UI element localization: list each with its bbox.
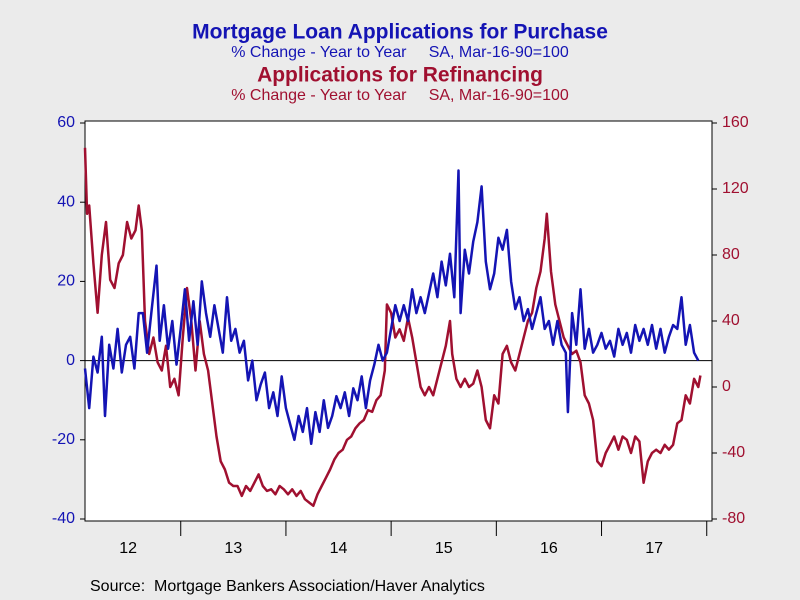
series-line bbox=[83, 147, 702, 508]
chart-subtitle: % Change - Year to Year SA, Mar-16-90=10… bbox=[231, 87, 569, 104]
y2-tick-label: -80 bbox=[722, 510, 745, 527]
series-line bbox=[83, 169, 700, 446]
y2-tick-label: 0 bbox=[722, 378, 731, 395]
chart-title: Applications for Refinancing bbox=[257, 64, 543, 87]
y2-tick-label: -40 bbox=[722, 444, 745, 461]
source-note: Source: Mortgage Bankers Association/Hav… bbox=[90, 578, 485, 595]
y-tick-label: -20 bbox=[52, 431, 75, 448]
y-tick-label: -40 bbox=[52, 510, 75, 527]
x-tick-label: 12 bbox=[119, 540, 137, 557]
y-tick-label: 60 bbox=[57, 114, 75, 131]
x-tick-label: 13 bbox=[224, 540, 242, 557]
x-tick-label: 17 bbox=[645, 540, 663, 557]
y-tick-label: 0 bbox=[66, 352, 75, 369]
y-tick-label: 20 bbox=[57, 273, 75, 290]
y2-tick-label: 80 bbox=[722, 246, 740, 263]
x-tick-label: 14 bbox=[330, 540, 348, 557]
chart-subtitle: % Change - Year to Year SA, Mar-16-90=10… bbox=[231, 44, 569, 61]
y2-tick-label: 160 bbox=[722, 114, 749, 131]
y2-tick-label: 120 bbox=[722, 180, 749, 197]
x-tick-label: 15 bbox=[435, 540, 453, 557]
y-tick-label: 40 bbox=[57, 193, 75, 210]
chart-title: Mortgage Loan Applications for Purchase bbox=[192, 21, 608, 44]
x-tick-label: 16 bbox=[540, 540, 558, 557]
y2-tick-label: 40 bbox=[722, 312, 740, 329]
